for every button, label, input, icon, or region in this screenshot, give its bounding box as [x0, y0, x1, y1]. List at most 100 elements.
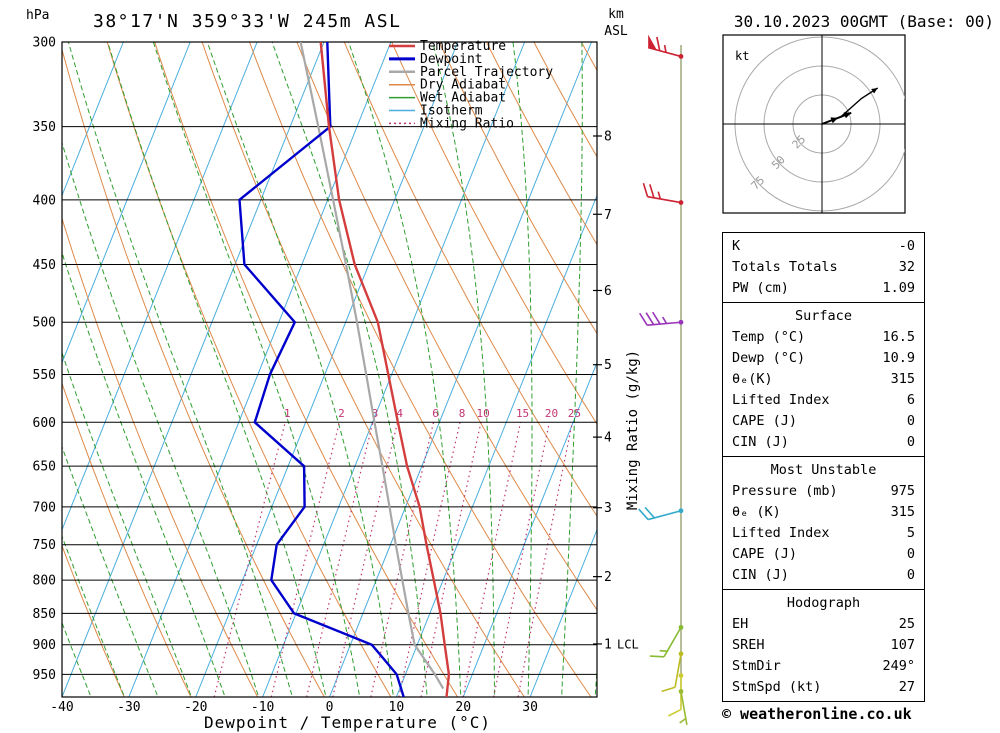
- svg-text:350: 350: [33, 120, 56, 135]
- stat-row: PW (cm) 1.09: [723, 278, 924, 299]
- svg-text:1: 1: [284, 407, 291, 420]
- wet-adiabat-lines: [62, 42, 597, 697]
- svg-text:800: 800: [33, 574, 56, 589]
- svg-text:650: 650: [33, 460, 56, 475]
- stat-label: CAPE (J): [732, 546, 798, 562]
- stat-row: Totals Totals 32: [723, 257, 924, 278]
- svg-text:Dewpoint: Dewpoint: [420, 52, 483, 67]
- svg-text:1: 1: [604, 637, 612, 652]
- svg-text:7: 7: [604, 208, 612, 223]
- wind-barb: [649, 624, 684, 658]
- stat-value: 25: [898, 616, 915, 632]
- svg-text:8: 8: [604, 129, 612, 144]
- wind-barb: [678, 689, 688, 726]
- stat-value: 0: [906, 567, 915, 583]
- svg-text:450: 450: [33, 258, 56, 273]
- stat-value: 0: [906, 546, 915, 562]
- dry-adiabat-lines: [62, 42, 597, 697]
- svg-text:6: 6: [432, 407, 439, 420]
- km-axis: 1 2 3 4 5 6 7 8 LCL: [593, 129, 639, 652]
- stat-label: Totals Totals: [732, 259, 838, 275]
- stat-label: Lifted Index: [732, 525, 830, 541]
- svg-text:-10: -10: [251, 700, 274, 715]
- stat-label: Dewp (°C): [732, 350, 806, 366]
- svg-text:3: 3: [604, 501, 612, 516]
- x-axis-label: Dewpoint / Temperature (°C): [203, 713, 492, 732]
- svg-text:Wet Adiabat: Wet Adiabat: [420, 91, 506, 106]
- svg-text:30: 30: [522, 700, 538, 715]
- section-title: Most Unstable: [770, 462, 877, 478]
- copyright-link[interactable]: © weatheronline.co.uk: [722, 705, 912, 723]
- svg-text:950: 950: [33, 668, 56, 683]
- stat-row: Pressure (mb) 975: [723, 481, 924, 502]
- stat-row: θₑ(K) 315: [723, 369, 924, 390]
- parcel-trajectory-curve: [299, 42, 445, 690]
- svg-text:Dry Adiabat: Dry Adiabat: [420, 78, 506, 93]
- svg-text:-20: -20: [184, 700, 207, 715]
- stat-value: 0: [906, 434, 915, 450]
- stat-value: 10.9: [882, 350, 915, 366]
- surface-section: Surface Temp (°C) 16.5 Dewp (°C) 10.9 θₑ(K…: [722, 302, 925, 457]
- wind-barb: [638, 506, 684, 521]
- stat-row: CAPE (J) 0: [723, 411, 924, 432]
- stat-row: Lifted Index 6: [723, 390, 924, 411]
- svg-text:4: 4: [604, 431, 612, 446]
- hodograph-stats-section: Hodograph EH 25 SREH 107 StmDir 249° StmSpd…: [722, 589, 925, 702]
- wind-barb: [647, 34, 684, 59]
- stat-label: Pressure (mb): [732, 483, 838, 499]
- svg-text:2: 2: [338, 407, 345, 420]
- wind-barb: [639, 311, 684, 327]
- svg-text:20: 20: [455, 700, 471, 715]
- dewpoint-curve: [238, 42, 405, 697]
- stat-row: SREH 107: [723, 635, 924, 656]
- svg-text:5: 5: [604, 358, 612, 373]
- pressure-tick-labels: 300 350 400 450 500 550 600 650 700 750 800 850 900 9…: [33, 36, 56, 683]
- stat-value: 249°: [882, 658, 915, 674]
- stat-label: θₑ (K): [732, 504, 781, 520]
- stat-label: CIN (J): [732, 434, 789, 450]
- svg-text:15: 15: [516, 407, 529, 420]
- svg-text:10: 10: [389, 700, 405, 715]
- lcl-marker-label: LCL: [617, 637, 639, 651]
- svg-text:400: 400: [33, 193, 56, 208]
- stat-row: θₑ (K) 315: [723, 502, 924, 523]
- stat-label: Lifted Index: [732, 392, 830, 408]
- svg-text:Parcel Trajectory: Parcel Trajectory: [420, 65, 553, 80]
- wind-barb-column: [638, 34, 688, 726]
- svg-text:700: 700: [33, 500, 56, 515]
- svg-text:10: 10: [476, 407, 489, 420]
- stat-value: 32: [898, 259, 915, 275]
- stat-value: 5: [906, 525, 915, 541]
- wind-barb: [661, 651, 684, 693]
- stat-row: Lifted Index 5: [723, 523, 924, 544]
- stat-row: CIN (J) 0: [723, 432, 924, 453]
- stat-label: SREH: [732, 637, 765, 653]
- stat-label: Temp (°C): [732, 329, 806, 345]
- km-label: km: [608, 7, 624, 22]
- stat-value: 1.09: [882, 280, 915, 296]
- svg-text:2: 2: [604, 570, 612, 585]
- stat-row: K -0: [723, 236, 924, 257]
- svg-text:550: 550: [33, 368, 56, 383]
- svg-text:300: 300: [33, 36, 56, 51]
- stat-value: -0: [898, 238, 915, 254]
- svg-text:850: 850: [33, 607, 56, 622]
- svg-text:4: 4: [396, 407, 403, 420]
- stats-panel: K -0 Totals Totals 32 PW (cm) 1.09 Surface …: [722, 232, 925, 702]
- stat-row: CAPE (J) 0: [723, 544, 924, 565]
- svg-text:500: 500: [33, 316, 56, 331]
- indices-section: K -0 Totals Totals 32 PW (cm) 1.09: [722, 232, 925, 303]
- stat-row: Temp (°C) 16.5: [723, 327, 924, 348]
- svg-text:-30: -30: [117, 700, 140, 715]
- isotherm-lines: [62, 42, 597, 697]
- pressure-gridlines: [62, 41, 597, 675]
- stat-row: EH 25: [723, 614, 924, 635]
- plot-frame: [61, 41, 598, 698]
- svg-text:3: 3: [372, 407, 379, 420]
- stat-row: Dewp (°C) 10.9: [723, 348, 924, 369]
- svg-text:900: 900: [33, 638, 56, 653]
- stat-label: CAPE (J): [732, 413, 798, 429]
